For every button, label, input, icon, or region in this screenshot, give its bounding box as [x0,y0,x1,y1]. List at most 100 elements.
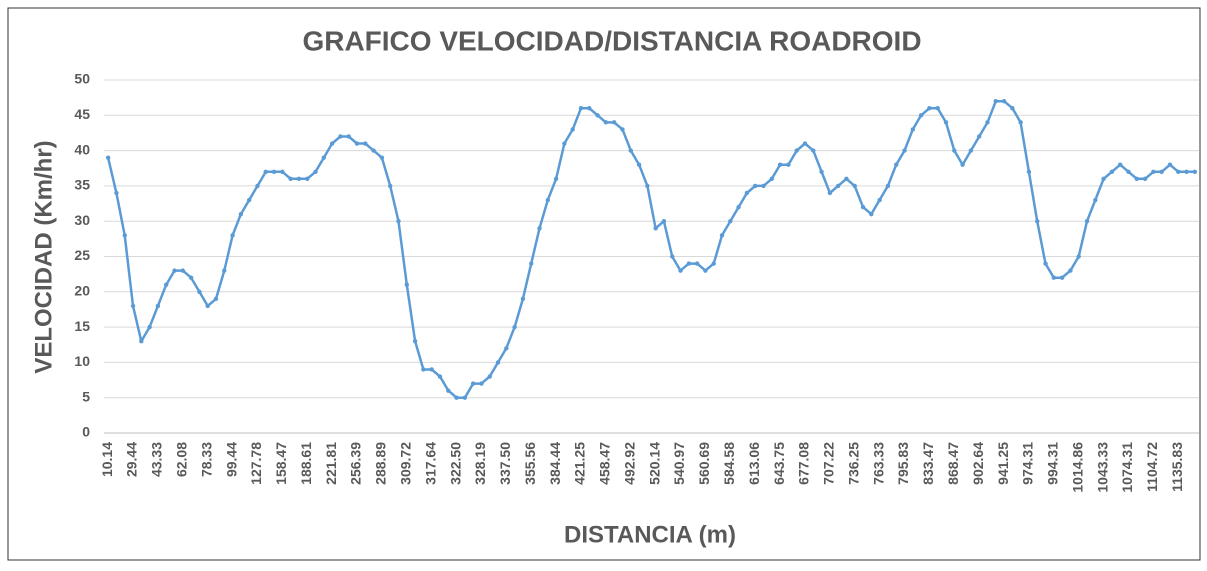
data-point [562,141,567,146]
data-point [993,98,998,104]
data-point [454,395,459,400]
data-point [437,374,443,379]
y-tick-label: 15 [74,318,90,334]
data-point [537,226,542,231]
data-point [910,127,916,132]
data-point [869,211,874,217]
y-tick-label: 5 [82,388,90,404]
data-point [487,374,492,379]
data-point [263,169,268,174]
data-point [645,183,650,189]
data-point [794,148,799,153]
y-tick-label: 20 [74,283,90,299]
data-point [819,169,824,174]
data-point [968,148,974,153]
data-point [1035,219,1040,224]
x-tick-label: 322.50 [447,442,463,485]
data-point [935,106,940,111]
data-point [122,233,127,238]
y-tick-label: 30 [74,212,90,228]
x-tick-label: 78.33 [198,442,214,477]
data-point [952,148,957,153]
x-axis-label: DISTANCIA (m) [564,521,736,548]
data-point [255,183,260,189]
x-tick-label: 560.69 [696,442,712,485]
data-point [877,197,882,203]
data-point [520,296,526,302]
data-point [802,141,808,146]
data-point [985,120,990,125]
data-point [620,127,625,132]
x-tick-label: 540.97 [671,442,687,485]
y-tick-label: 35 [74,177,90,193]
data-point [213,296,219,302]
data-point [363,141,368,146]
y-tick-label: 50 [74,71,90,87]
data-point [313,169,318,174]
data-point [661,219,667,224]
x-tick-label: 643.75 [771,442,787,485]
x-tick-label: 355.56 [522,442,538,485]
y-tick-label: 0 [82,424,90,440]
x-tick-label: 288.89 [373,442,389,485]
data-point [147,324,152,330]
x-tick-label: 99.44 [223,442,239,477]
data-point [545,197,551,203]
data-point [628,148,633,153]
data-point [429,367,434,372]
x-tick-label: 29.44 [124,442,140,477]
data-point [164,282,169,287]
data-point [769,176,774,182]
chart-title: GRAFICO VELOCIDAD/DISTANCIA ROADROID [302,25,921,56]
data-point [736,204,741,210]
data-point [1184,169,1189,174]
data-point [1084,219,1090,224]
x-tick-label: 1014.86 [1069,442,1085,493]
data-point [371,148,376,153]
x-tick-label: 707.22 [821,442,837,485]
data-point [595,113,600,118]
x-tick-label: 309.72 [397,442,413,485]
x-tick-label: 994.31 [1045,442,1061,485]
data-point [321,155,327,160]
data-point [636,162,642,167]
x-tick-label: 127.78 [248,442,264,485]
data-point [238,211,244,217]
data-point [114,190,119,196]
data-point [587,106,592,111]
x-tick-label: 763.33 [870,442,886,485]
data-point [346,134,351,139]
data-point [446,388,451,393]
data-point [885,183,891,189]
x-tick-label: 584.58 [721,442,737,485]
data-point [1167,162,1173,167]
data-point [1093,197,1098,203]
data-point [786,162,791,167]
data-point [305,176,310,182]
data-point [835,183,841,189]
data-point [1010,106,1015,111]
data-point [719,233,725,238]
data-point [1101,176,1106,182]
y-tick-label: 40 [74,141,90,157]
data-point [470,381,476,386]
x-tick-label: 43.33 [149,442,165,477]
data-point [421,367,426,372]
x-tick-label: 221.81 [323,442,339,485]
x-tick-label: 1104.72 [1144,442,1160,492]
x-tick-label: 337.50 [497,442,513,485]
x-tick-label: 458.47 [597,442,613,485]
data-point [1026,169,1032,174]
data-point [205,303,210,309]
x-tick-label: 256.39 [348,442,364,485]
data-point [222,268,227,273]
data-point [504,346,509,351]
data-point [495,360,501,365]
data-point [296,176,302,182]
data-point [844,176,849,182]
data-point [1068,268,1073,273]
data-point [1059,275,1065,280]
data-point [744,190,750,196]
data-point [271,169,277,174]
data-point [172,268,177,273]
